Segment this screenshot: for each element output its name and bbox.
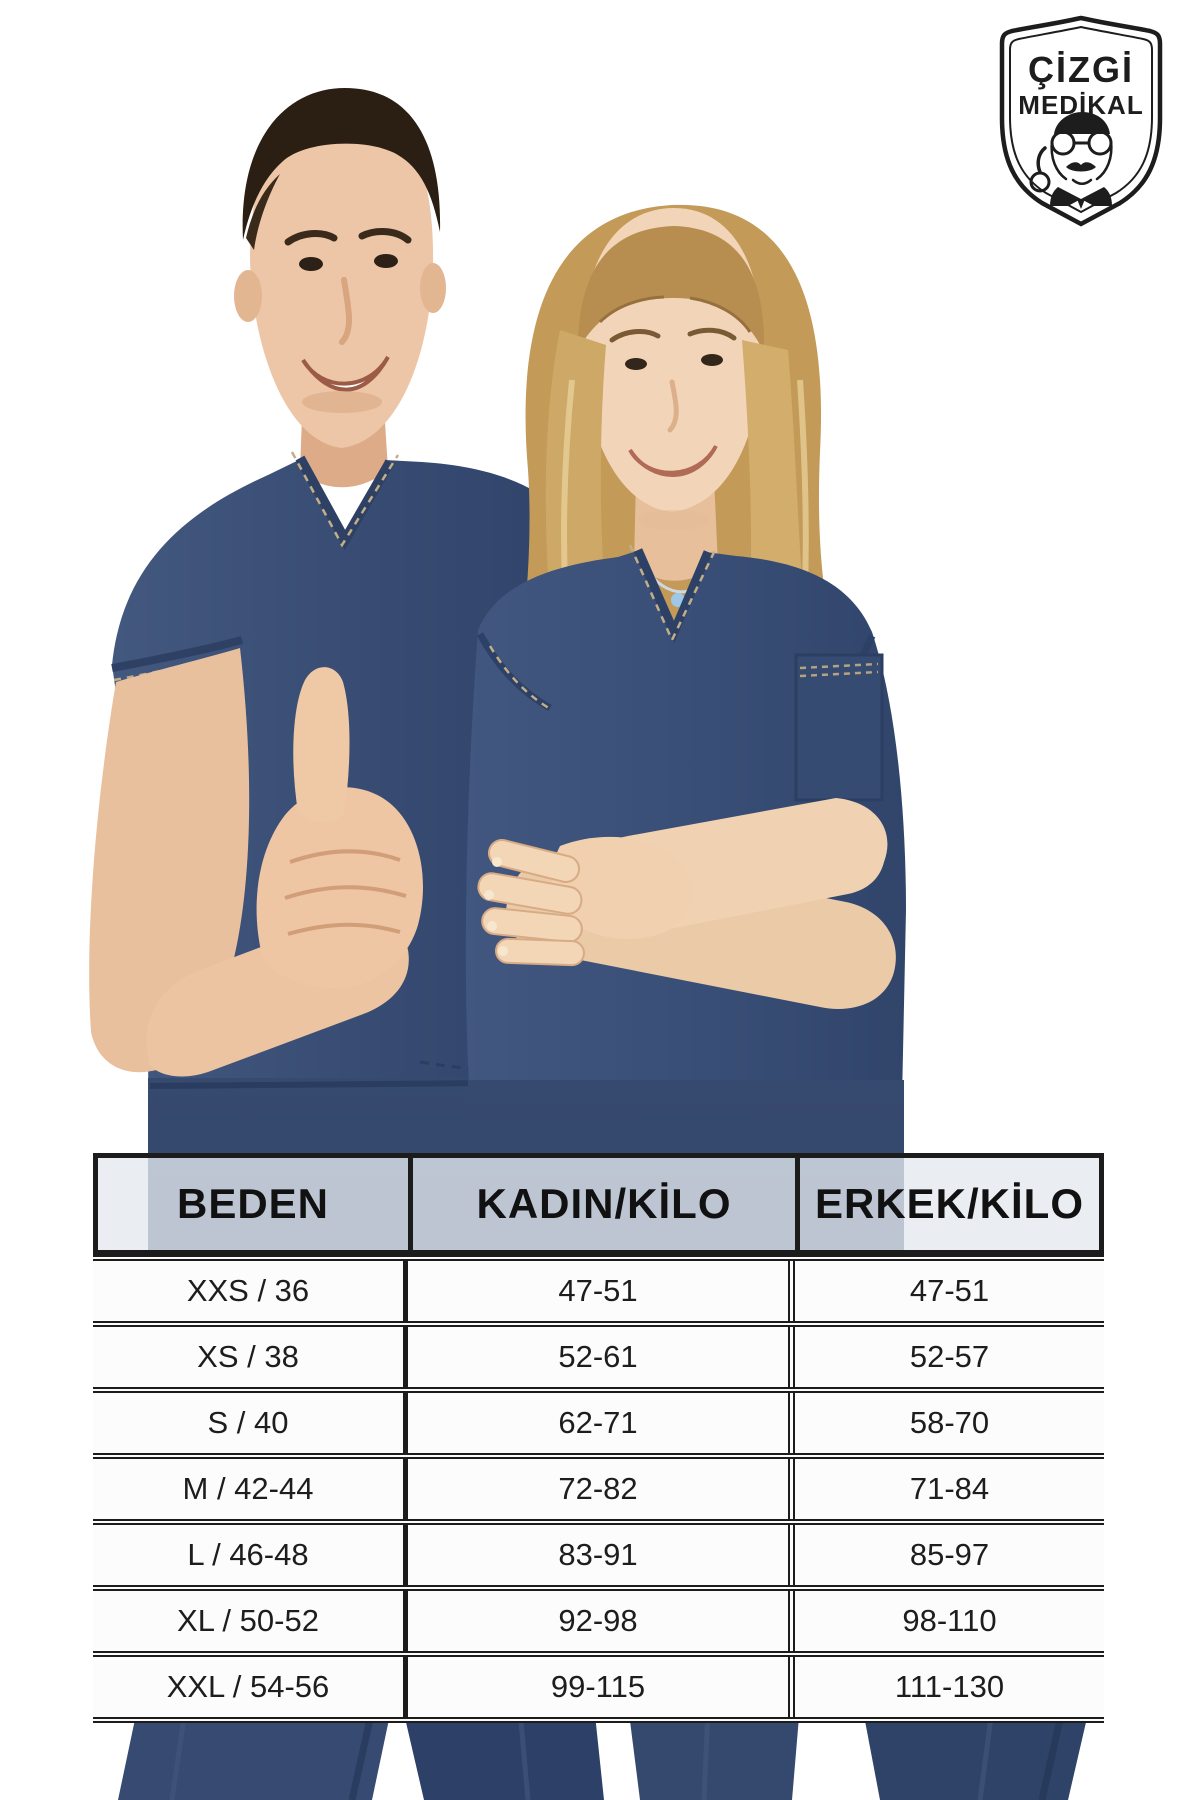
table-row: XXS / 36 47-51 47-51 bbox=[93, 1261, 1104, 1327]
table-cell: L / 46-48 bbox=[93, 1525, 408, 1585]
brand-name-line1: ÇİZGİ bbox=[1028, 49, 1134, 90]
table-row: S / 40 62-71 58-70 bbox=[93, 1393, 1104, 1459]
doctor-thumbs-up-icon bbox=[1029, 112, 1113, 209]
table-cell: M / 42-44 bbox=[93, 1459, 408, 1519]
table-cell: 111-130 bbox=[894, 1669, 1005, 1704]
table-cell: 98-110 bbox=[902, 1603, 997, 1638]
table-row: M / 42-44 72-82 71-84 bbox=[93, 1459, 1104, 1525]
table-cell: 52-57 bbox=[909, 1339, 990, 1374]
table-row: XL / 50-52 92-98 98-110 bbox=[93, 1591, 1104, 1657]
table-cell: 83-91 bbox=[408, 1525, 795, 1585]
column-header-erkek-kilo: ERKEK/KİLO bbox=[814, 1180, 1084, 1227]
table-cell: 62-71 bbox=[408, 1393, 795, 1453]
table-cell: 72-82 bbox=[408, 1459, 795, 1519]
table-cell: XXL / 54-56 bbox=[93, 1657, 408, 1717]
table-cell: 47-51 bbox=[909, 1273, 990, 1308]
size-chart-body: XXS / 36 47-51 47-51 XS / 38 52-61 52-57 S / 4… bbox=[93, 1255, 1104, 1723]
table-cell: 52-61 bbox=[408, 1327, 795, 1387]
table-cell: 99-115 bbox=[408, 1657, 795, 1717]
brand-logo: ÇİZGİ MEDİKAL bbox=[999, 15, 1163, 227]
table-row: XXL / 54-56 99-115 111-130 bbox=[93, 1657, 1104, 1723]
table-cell: 92-98 bbox=[408, 1591, 795, 1651]
table-cell: 71-84 bbox=[909, 1471, 990, 1506]
table-cell: XS / 38 bbox=[93, 1327, 408, 1387]
table-cell: 47-51 bbox=[408, 1261, 795, 1321]
table-cell: XXS / 36 bbox=[93, 1261, 408, 1321]
column-header-beden: BEDEN bbox=[98, 1158, 413, 1250]
table-cell: S / 40 bbox=[93, 1393, 408, 1453]
size-chart-table: BEDEN KADIN/KİLO ERKEK/KİLO XXS / 36 47-5… bbox=[93, 1153, 1104, 1723]
pants-legs bbox=[118, 1705, 1090, 1800]
table-cell: XL / 50-52 bbox=[93, 1591, 408, 1651]
column-header-kadin-kilo: KADIN/KİLO bbox=[413, 1158, 800, 1250]
table-cell: 58-70 bbox=[909, 1405, 990, 1440]
size-chart-header-row: BEDEN KADIN/KİLO ERKEK/KİLO bbox=[93, 1153, 1104, 1255]
table-row: L / 46-48 83-91 85-97 bbox=[93, 1525, 1104, 1591]
table-row: XS / 38 52-61 52-57 bbox=[93, 1327, 1104, 1393]
table-cell: 85-97 bbox=[909, 1537, 990, 1572]
